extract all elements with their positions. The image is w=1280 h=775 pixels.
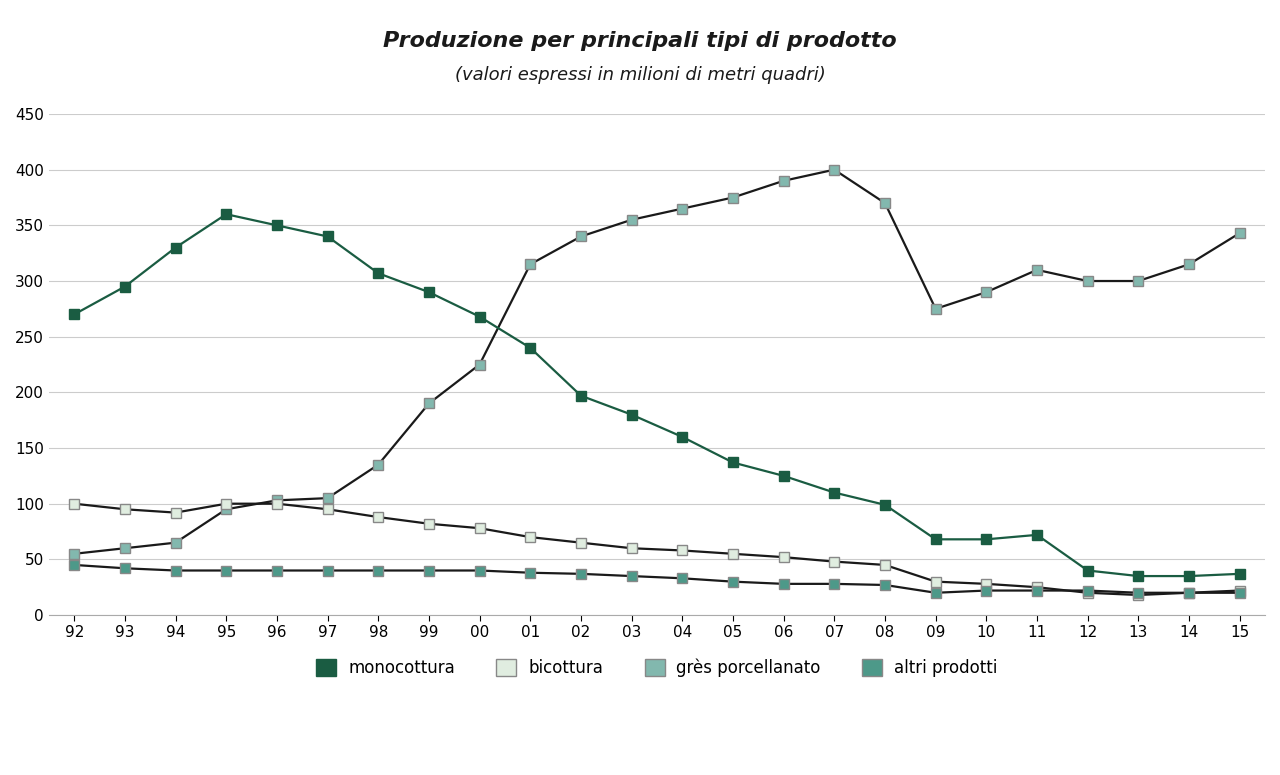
Legend: monocottura, bicottura, grès porcellanato, altri prodotti: monocottura, bicottura, grès porcellanat… (316, 658, 997, 677)
Text: (valori espressi in milioni di metri quadri): (valori espressi in milioni di metri qua… (454, 66, 826, 84)
Text: Produzione per principali tipi di prodotto: Produzione per principali tipi di prodot… (383, 31, 897, 51)
